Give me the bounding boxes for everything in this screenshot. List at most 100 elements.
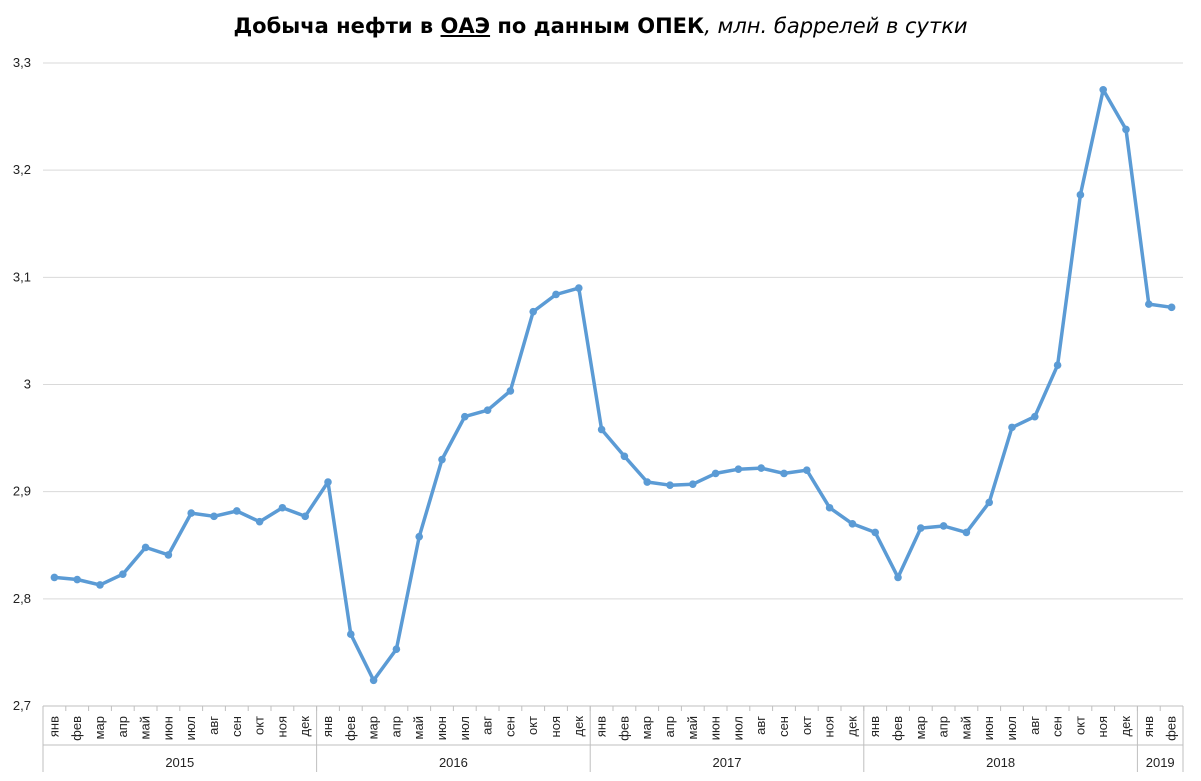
x-tick-label: апр [936,716,951,738]
x-tick-label: мар [366,716,381,739]
data-point [620,452,629,461]
data-point [438,455,446,464]
data-point [96,581,104,589]
data-point [552,290,560,299]
data-point [347,630,355,638]
data-point [233,507,241,515]
x-tick-label: фев [69,716,84,741]
data-point [461,412,469,421]
y-tick-label: 2,9 [13,484,31,499]
x-tick-label: фев [1164,716,1179,741]
year-label: 2019 [1146,755,1175,770]
data-point [50,573,59,582]
data-point [985,498,993,507]
x-tick-label: дек [571,716,586,737]
x-tick-label: мар [913,716,928,739]
x-tick-label: ноя [548,716,563,737]
x-tick-label: июл [183,716,198,740]
data-point [324,478,332,486]
x-tick-label: июл [1004,716,1019,740]
x-tick-label: июн [981,716,996,740]
x-tick-label: апр [115,716,130,738]
x-tick-label: фев [616,716,631,741]
data-point [1076,191,1085,199]
data-point [1008,423,1016,432]
data-point [666,481,674,490]
x-tick-label: дек [1118,716,1133,737]
data-point [1099,85,1107,94]
series-line [52,88,1174,683]
x-tick-label: авг [480,716,495,735]
data-point [962,528,971,537]
x-tick-label: сен [502,716,517,737]
data-point [780,469,788,478]
x-tick-label: июл [730,716,745,740]
data-point [917,524,925,532]
x-tick-label: фев [890,716,905,741]
x-tick-label: июн [160,716,175,740]
x-tick-label: окт [525,716,540,735]
y-tick-label: 2,7 [13,698,31,713]
y-tick-label: 3 [24,377,31,392]
chart-title-units: , млн. баррелей в сутки [704,14,968,38]
data-point [734,465,743,473]
year-label: 2015 [165,755,194,770]
x-tick-label: ноя [274,716,289,737]
x-tick-label: фев [343,716,358,741]
x-tick-label: апр [388,716,403,738]
data-point [392,645,401,654]
x-tick-label: сен [1050,716,1065,737]
data-point [187,509,195,517]
chart-title-main: Добыча нефти в [233,14,441,38]
x-tick-label: окт [799,716,814,735]
data-point [894,573,902,582]
data-point [506,387,515,395]
y-tick-label: 3,3 [13,55,31,70]
x-tick-label: окт [252,716,267,735]
data-point [369,676,378,685]
year-label: 2018 [986,755,1015,770]
x-tick-label: янв [867,716,882,737]
x-tick-label: апр [662,716,677,738]
data-point [689,480,697,488]
x-tick-label: июн [434,716,449,740]
data-point [711,469,720,478]
data-point [529,307,537,316]
x-tick-label: сен [776,716,791,737]
data-point [643,478,651,486]
x-tick-label: июн [708,716,723,740]
data-point [597,425,606,434]
x-tick-label: янв [594,716,609,737]
data-point [871,528,879,537]
data-point [119,570,127,578]
x-tick-label: дек [297,716,312,737]
x-tick-label: окт [1072,716,1087,735]
x-tick-label: май [411,716,426,739]
year-label: 2016 [439,755,468,770]
x-tick-label: ноя [1095,716,1110,737]
data-point [210,512,218,521]
x-tick-label: июл [457,716,472,740]
data-point [141,543,150,552]
x-tick-label: май [685,716,700,739]
data-point [483,406,492,415]
x-tick-label: май [138,716,153,739]
data-point [73,575,81,584]
data-point [255,517,264,526]
x-tick-label: мар [639,716,654,739]
y-tick-label: 3,2 [13,162,31,177]
chart-title: Добыча нефти в ОАЭ по данным ОПЕК, млн. … [0,14,1201,38]
x-tick-label: мар [92,716,107,739]
data-point [1031,412,1039,421]
y-tick-label: 3,1 [13,269,31,284]
data-point [415,532,424,541]
data-point [1145,300,1153,308]
data-point [848,520,857,528]
data-point [164,551,173,559]
data-point [575,284,583,292]
x-tick-label: май [958,716,973,739]
data-point [825,503,834,512]
year-label: 2017 [713,755,742,770]
x-tick-label: дек [844,716,859,737]
